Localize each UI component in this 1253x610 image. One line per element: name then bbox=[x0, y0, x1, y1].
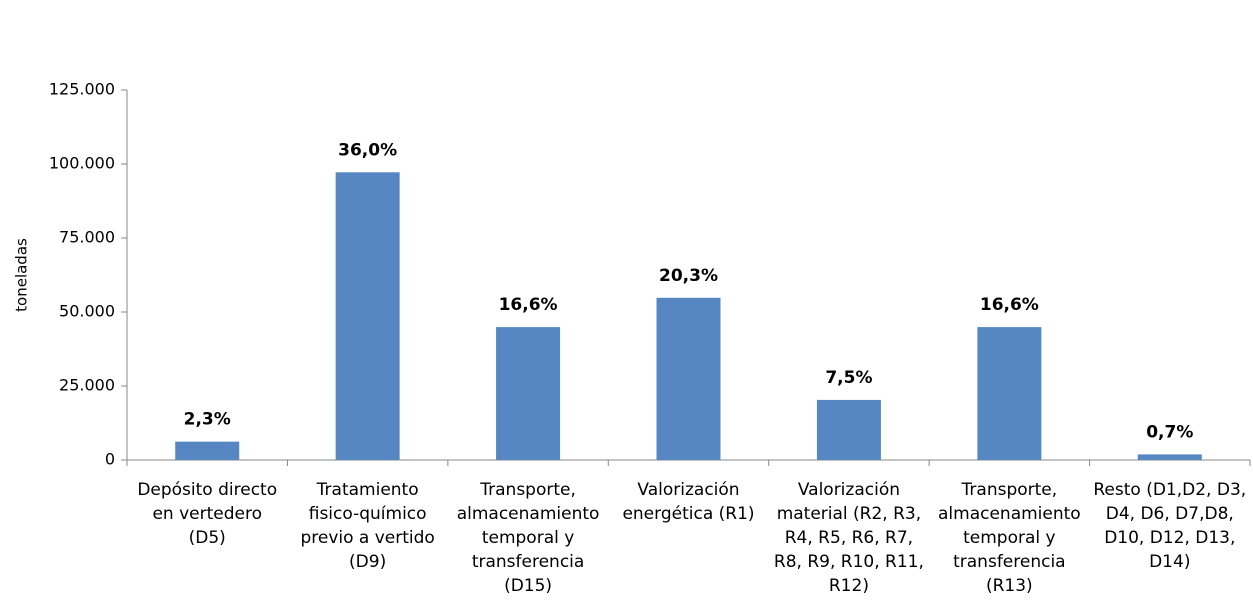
x-tick-label: Valorización material (R2, R3, R4, R5, R6,… bbox=[774, 480, 924, 596]
data-label: 20,3% bbox=[659, 266, 718, 286]
y-axis-label: toneladas bbox=[13, 238, 31, 312]
x-tick-label: Transporte, almacenamiento temporal y trans… bbox=[938, 480, 1081, 596]
bar bbox=[656, 297, 721, 460]
y-tick-label: 75.000 bbox=[59, 228, 115, 247]
x-tick-label: Valorización energética (R1) bbox=[622, 480, 754, 524]
y-tick-label: 125.000 bbox=[49, 80, 115, 99]
x-tick-label: Depósito directo en vertedero (D5) bbox=[137, 480, 277, 548]
data-label: 16,6% bbox=[980, 295, 1039, 315]
data-label: 36,0% bbox=[338, 140, 397, 160]
x-tick-label: Resto (D1,D2, D3, D4, D6, D7,D8, D10, D12,… bbox=[1093, 480, 1246, 572]
data-label: 16,6% bbox=[499, 295, 558, 315]
bar bbox=[816, 399, 881, 460]
bar bbox=[175, 441, 240, 460]
x-tick-label: Tratamiento fisico-químico previo a vertid… bbox=[300, 480, 434, 572]
data-label: 7,5% bbox=[825, 368, 872, 388]
y-tick-label: 100.000 bbox=[49, 154, 115, 173]
bar bbox=[1137, 454, 1202, 460]
data-label: 2,3% bbox=[184, 410, 231, 430]
bar bbox=[496, 327, 561, 460]
x-tick-label: Transporte, almacenamiento temporal y trans… bbox=[457, 480, 600, 596]
bar bbox=[335, 172, 400, 460]
y-tick-label: 0 bbox=[105, 450, 115, 469]
bar bbox=[977, 327, 1042, 460]
y-tick-label: 50.000 bbox=[59, 302, 115, 321]
data-label: 0,7% bbox=[1146, 422, 1193, 442]
y-tick-label: 25.000 bbox=[59, 376, 115, 395]
